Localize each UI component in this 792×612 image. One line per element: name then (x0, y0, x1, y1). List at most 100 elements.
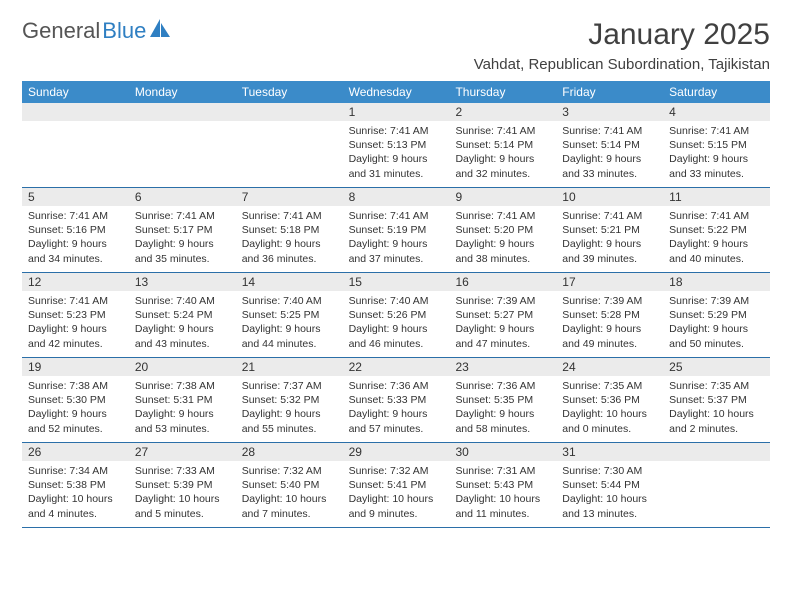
day-cell: 3Sunrise: 7:41 AMSunset: 5:14 PMDaylight… (556, 103, 663, 187)
sunset-text: Sunset: 5:16 PM (28, 223, 123, 237)
logo-text-1: General (22, 18, 100, 44)
day-cell: 9 Sunrise: 7:41 AMSunset: 5:20 PMDaylight… (449, 188, 556, 272)
day-details: Sunrise: 7:38 AMSunset: 5:30 PMDaylight:… (22, 379, 129, 436)
sunset-text: Sunset: 5:35 PM (455, 393, 550, 407)
day-number (129, 103, 236, 121)
header: GeneralBlue January 2025 Vahdat, Republi… (22, 18, 770, 73)
day-cell: 15Sunrise: 7:40 AMSunset: 5:26 PMDayligh… (343, 273, 450, 357)
day-cell: 28 Sunrise: 7:32 AMSunset: 5:40 PMDayligh… (236, 443, 343, 527)
day-details: Sunrise: 7:32 AMSunset: 5:41 PMDaylight:… (343, 464, 450, 521)
daylight-text: Daylight: 9 hours and 49 minutes. (562, 322, 657, 350)
day-details: Sunrise: 7:41 AMSunset: 5:18 PMDaylight:… (236, 209, 343, 266)
week-row: 1Sunrise: 7:41 AMSunset: 5:13 PMDaylight… (22, 103, 770, 188)
sunset-text: Sunset: 5:39 PM (135, 478, 230, 492)
sunrise-text: Sunrise: 7:41 AM (669, 209, 764, 223)
day-cell: 1Sunrise: 7:41 AMSunset: 5:13 PMDaylight… (343, 103, 450, 187)
sunset-text: Sunset: 5:18 PM (242, 223, 337, 237)
day-cell: 12Sunrise: 7:41 AMSunset: 5:23 PMDayligh… (22, 273, 129, 357)
day-number: 21 (236, 358, 343, 376)
day-details: Sunrise: 7:35 AMSunset: 5:37 PMDaylight:… (663, 379, 770, 436)
sunrise-text: Sunrise: 7:41 AM (242, 209, 337, 223)
sunrise-text: Sunrise: 7:33 AM (135, 464, 230, 478)
sunrise-text: Sunrise: 7:40 AM (349, 294, 444, 308)
sunrise-text: Sunrise: 7:41 AM (669, 124, 764, 138)
day-cell: 10Sunrise: 7:41 AMSunset: 5:21 PMDayligh… (556, 188, 663, 272)
daylight-text: Daylight: 9 hours and 55 minutes. (242, 407, 337, 435)
sunrise-text: Sunrise: 7:36 AM (455, 379, 550, 393)
day-details: Sunrise: 7:36 AMSunset: 5:35 PMDaylight:… (449, 379, 556, 436)
day-number (236, 103, 343, 121)
sunrise-text: Sunrise: 7:38 AM (28, 379, 123, 393)
day-cell (22, 103, 129, 187)
day-header-wed: Wednesday (343, 81, 450, 103)
sunrise-text: Sunrise: 7:41 AM (455, 209, 550, 223)
day-cell: 19Sunrise: 7:38 AMSunset: 5:30 PMDayligh… (22, 358, 129, 442)
day-cell: 7Sunrise: 7:41 AMSunset: 5:18 PMDaylight… (236, 188, 343, 272)
sunset-text: Sunset: 5:33 PM (349, 393, 444, 407)
sunrise-text: Sunrise: 7:41 AM (135, 209, 230, 223)
title-block: January 2025 Vahdat, Republican Subordin… (474, 18, 770, 73)
daylight-text: Daylight: 10 hours and 13 minutes. (562, 492, 657, 520)
sunset-text: Sunset: 5:26 PM (349, 308, 444, 322)
sunset-text: Sunset: 5:15 PM (669, 138, 764, 152)
day-cell: 4Sunrise: 7:41 AMSunset: 5:15 PMDaylight… (663, 103, 770, 187)
daylight-text: Daylight: 9 hours and 43 minutes. (135, 322, 230, 350)
day-header-sun: Sunday (22, 81, 129, 103)
sunrise-text: Sunrise: 7:35 AM (562, 379, 657, 393)
sunset-text: Sunset: 5:28 PM (562, 308, 657, 322)
sunset-text: Sunset: 5:25 PM (242, 308, 337, 322)
day-details: Sunrise: 7:41 AMSunset: 5:20 PMDaylight:… (449, 209, 556, 266)
day-cell: 14 Sunrise: 7:40 AMSunset: 5:25 PMDayligh… (236, 273, 343, 357)
daylight-text: Daylight: 9 hours and 44 minutes. (242, 322, 337, 350)
day-details: Sunrise: 7:32 AMSunset: 5:40 PMDaylight:… (236, 464, 343, 521)
sunrise-text: Sunrise: 7:31 AM (455, 464, 550, 478)
sunrise-text: Sunrise: 7:41 AM (562, 209, 657, 223)
daylight-text: Daylight: 9 hours and 58 minutes. (455, 407, 550, 435)
sunset-text: Sunset: 5:23 PM (28, 308, 123, 322)
sunset-text: Sunset: 5:22 PM (669, 223, 764, 237)
month-title: January 2025 (474, 18, 770, 52)
day-details: Sunrise: 7:39 AMSunset: 5:28 PMDaylight:… (556, 294, 663, 351)
sunrise-text: Sunrise: 7:41 AM (455, 124, 550, 138)
day-cell: 2Sunrise: 7:41 AMSunset: 5:14 PMDaylight… (449, 103, 556, 187)
daylight-text: Daylight: 9 hours and 38 minutes. (455, 237, 550, 265)
week-row: 12Sunrise: 7:41 AMSunset: 5:23 PMDayligh… (22, 273, 770, 358)
day-cell: 6Sunrise: 7:41 AMSunset: 5:17 PMDaylight… (129, 188, 236, 272)
day-number: 16 (449, 273, 556, 291)
daylight-text: Daylight: 9 hours and 35 minutes. (135, 237, 230, 265)
day-cell (129, 103, 236, 187)
daylight-text: Daylight: 9 hours and 57 minutes. (349, 407, 444, 435)
sunset-text: Sunset: 5:30 PM (28, 393, 123, 407)
sunset-text: Sunset: 5:32 PM (242, 393, 337, 407)
day-cell (236, 103, 343, 187)
day-header-fri: Friday (556, 81, 663, 103)
day-header-sat: Saturday (663, 81, 770, 103)
sunset-text: Sunset: 5:41 PM (349, 478, 444, 492)
sunrise-text: Sunrise: 7:40 AM (135, 294, 230, 308)
day-number: 9 (449, 188, 556, 206)
day-details: Sunrise: 7:40 AMSunset: 5:26 PMDaylight:… (343, 294, 450, 351)
day-details: Sunrise: 7:30 AMSunset: 5:44 PMDaylight:… (556, 464, 663, 521)
week-row: 26Sunrise: 7:34 AMSunset: 5:38 PMDayligh… (22, 443, 770, 528)
day-cell: 30 Sunrise: 7:31 AMSunset: 5:43 PMDayligh… (449, 443, 556, 527)
sunset-text: Sunset: 5:20 PM (455, 223, 550, 237)
day-number: 30 (449, 443, 556, 461)
day-number: 28 (236, 443, 343, 461)
daylight-text: Daylight: 9 hours and 33 minutes. (669, 152, 764, 180)
sunrise-text: Sunrise: 7:35 AM (669, 379, 764, 393)
sunset-text: Sunset: 5:24 PM (135, 308, 230, 322)
day-details: Sunrise: 7:41 AMSunset: 5:17 PMDaylight:… (129, 209, 236, 266)
sunrise-text: Sunrise: 7:38 AM (135, 379, 230, 393)
day-details: Sunrise: 7:40 AMSunset: 5:25 PMDaylight:… (236, 294, 343, 351)
day-details: Sunrise: 7:31 AMSunset: 5:43 PMDaylight:… (449, 464, 556, 521)
day-cell: 8Sunrise: 7:41 AMSunset: 5:19 PMDaylight… (343, 188, 450, 272)
day-number: 22 (343, 358, 450, 376)
day-number: 14 (236, 273, 343, 291)
sunrise-text: Sunrise: 7:39 AM (562, 294, 657, 308)
day-cell: 27Sunrise: 7:33 AMSunset: 5:39 PMDayligh… (129, 443, 236, 527)
sunset-text: Sunset: 5:19 PM (349, 223, 444, 237)
day-cell: 17Sunrise: 7:39 AMSunset: 5:28 PMDayligh… (556, 273, 663, 357)
sunset-text: Sunset: 5:27 PM (455, 308, 550, 322)
daylight-text: Daylight: 9 hours and 42 minutes. (28, 322, 123, 350)
day-cell (663, 443, 770, 527)
